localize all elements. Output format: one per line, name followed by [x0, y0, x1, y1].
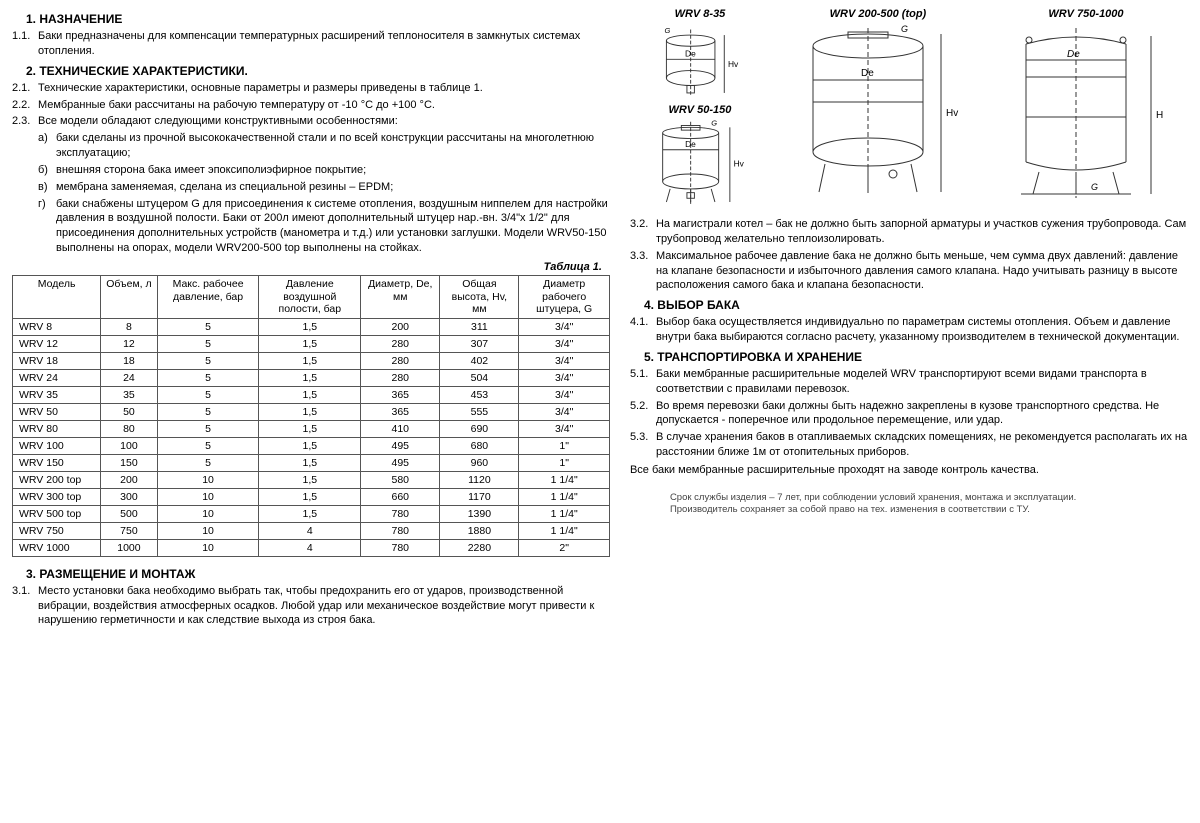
table-row: WRV 200 top200101,558011201 1/4": [13, 471, 610, 488]
table-row: WRV 181851,52804023/4": [13, 352, 610, 369]
table-row: WRV 8851,52003113/4": [13, 318, 610, 335]
th-1: Объем, л: [101, 275, 158, 318]
item-2-2: 2.2. Мембранные баки рассчитаны на рабоч…: [12, 98, 610, 113]
th-5: Общая высота, Hv, мм: [440, 275, 519, 318]
section-2-title: 2. ТЕХНИЧЕСКИЕ ХАРАКТЕРИСТИКИ.: [26, 64, 610, 78]
tank-diagram-50-150: De Hv G: [640, 118, 760, 208]
item-5-3: 5.3. В случае хранения баков в отапливае…: [630, 430, 1188, 460]
item-2-3: 2.3. Все модели обладают следующими конс…: [12, 114, 610, 129]
table-row: WRV 10010051,54956801": [13, 437, 610, 454]
item-5-1: 5.1. Баки мембранные расширительные моде…: [630, 367, 1188, 397]
text: Баки предназначены для компенсации темпе…: [38, 29, 610, 59]
item-1-1: 1.1. Баки предназначены для компенсации …: [12, 29, 610, 59]
table-row: WRV 15015051,54959601": [13, 454, 610, 471]
svg-text:Hv: Hv: [946, 108, 958, 119]
svg-text:G: G: [901, 24, 908, 34]
section-1-title: 1. НАЗНАЧЕНИЕ: [26, 12, 610, 26]
table-row: WRV 121251,52803073/4": [13, 335, 610, 352]
diag-label-3: WRV 750-1000: [1048, 8, 1123, 20]
tank-diagram-8-35: De Hv G: [640, 22, 760, 100]
item-5-2: 5.2. Во время перевозки баки должны быть…: [630, 399, 1188, 429]
table-row: WRV 1000100010478022802": [13, 539, 610, 556]
item-3-2: 3.2. На магистрали котел – бак не должно…: [630, 217, 1188, 247]
table-row: WRV 500 top500101,578013901 1/4": [13, 505, 610, 522]
svg-text:Hv: Hv: [734, 159, 745, 169]
table-row: WRV 505051,53655553/4": [13, 403, 610, 420]
svg-text:G: G: [1091, 182, 1098, 192]
th-6: Диаметр рабочего штуцера, G: [519, 275, 610, 318]
sub-b: б) внешняя сторона бака имеет эпоксиполи…: [38, 163, 610, 178]
section-4-title: 4. ВЫБОР БАКА: [644, 298, 1188, 312]
svg-text:De: De: [685, 139, 696, 149]
item-2-1: 2.1. Технические характеристики, основны…: [12, 81, 610, 96]
th-2: Макс. рабочее давление, бар: [157, 275, 259, 318]
item-3-3: 3.3. Максимальное рабочее давление бака …: [630, 249, 1188, 294]
tank-diagram-750-1000: De H G: [991, 22, 1181, 202]
section-5-title: 5. ТРАНСПОРТИРОВКА И ХРАНЕНИЕ: [644, 350, 1188, 364]
th-3: Давление воздушной полости, бар: [259, 275, 361, 318]
svg-text:Hv: Hv: [728, 59, 739, 69]
svg-text:G: G: [711, 119, 717, 128]
svg-text:H: H: [1156, 110, 1163, 121]
spec-table: МодельОбъем, лМакс. рабочее давление, ба…: [12, 275, 610, 557]
svg-text:De: De: [685, 49, 696, 59]
item-4-1: 4.1. Выбор бака осуществляется индивидуа…: [630, 315, 1188, 345]
footer-line-2: Производитель сохраняет за собой право н…: [670, 504, 1188, 516]
table-row: WRV 242451,52805043/4": [13, 369, 610, 386]
tank-diagram-200-500: De Hv G: [783, 22, 973, 202]
num: 1.1.: [12, 29, 38, 59]
table-row: WRV 300 top300101,566011701 1/4": [13, 488, 610, 505]
footer: Срок службы изделия – 7 лет, при соблюде…: [630, 492, 1188, 517]
diagram-row: WRV 8-35 De Hv G WRV 50-150: [630, 8, 1188, 208]
th-0: Модель: [13, 275, 101, 318]
item-3-1: 3.1. Место установки бака необходимо выб…: [12, 584, 610, 629]
sub-g: г) баки снабжены штуцером G для присоеди…: [38, 197, 610, 256]
svg-text:De: De: [861, 68, 874, 79]
footer-line-1: Срок службы изделия – 7 лет, при соблюде…: [670, 492, 1188, 504]
svg-text:De: De: [1067, 49, 1080, 60]
sub-v: в) мембрана заменяемая, сделана из специ…: [38, 180, 610, 195]
diag-label-1: WRV 8-35: [675, 8, 726, 20]
table-row: WRV 353551,53654533/4": [13, 386, 610, 403]
diag-label-4: WRV 50-150: [668, 104, 731, 116]
svg-text:G: G: [664, 26, 670, 35]
table-row: WRV 75075010478018801 1/4": [13, 522, 610, 539]
section-3-title: 3. РАЗМЕЩЕНИЕ И МОНТАЖ: [26, 567, 610, 581]
table-caption: Таблица 1.: [12, 261, 602, 273]
sub-a: а) баки сделаны из прочной высококачеств…: [38, 131, 610, 161]
table-row: WRV 808051,54106903/4": [13, 420, 610, 437]
section-5-end: Все баки мембранные расширительные прохо…: [630, 463, 1188, 478]
th-4: Диаметр, De, мм: [361, 275, 440, 318]
diag-label-2: WRV 200-500 (top): [830, 8, 927, 20]
